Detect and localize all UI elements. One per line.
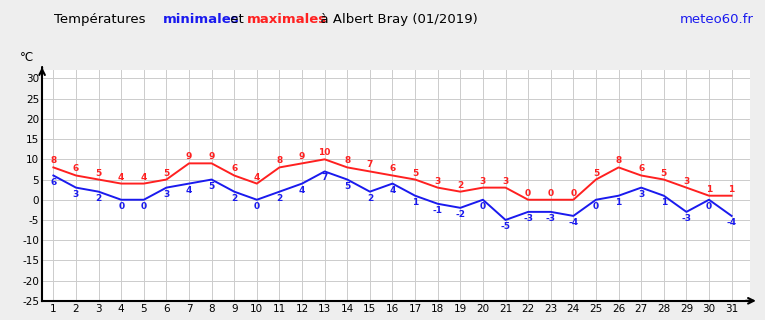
- Text: et: et: [226, 13, 248, 26]
- Text: 3: 3: [435, 177, 441, 186]
- Text: 6: 6: [50, 178, 57, 187]
- Text: 6: 6: [638, 164, 644, 173]
- Text: -5: -5: [500, 222, 510, 231]
- Text: 8: 8: [50, 156, 57, 165]
- Text: -1: -1: [433, 206, 443, 215]
- Text: 3: 3: [73, 190, 79, 199]
- Text: 0: 0: [480, 202, 486, 211]
- Text: -4: -4: [568, 218, 578, 227]
- Text: 4: 4: [118, 172, 125, 181]
- Text: 5: 5: [412, 169, 418, 178]
- Text: 7: 7: [366, 160, 373, 169]
- Text: 5: 5: [163, 169, 170, 178]
- Text: maximales: maximales: [247, 13, 327, 26]
- Text: 3: 3: [163, 190, 170, 199]
- Text: 10: 10: [318, 148, 330, 157]
- Text: 5: 5: [96, 169, 102, 178]
- Text: 7: 7: [321, 173, 328, 182]
- Text: -4: -4: [727, 218, 737, 227]
- Text: 9: 9: [208, 152, 215, 161]
- Text: 1: 1: [728, 185, 734, 194]
- Text: 5: 5: [209, 181, 215, 190]
- Text: -3: -3: [682, 214, 692, 223]
- Text: 5: 5: [593, 169, 599, 178]
- Text: 5: 5: [661, 169, 667, 178]
- Text: 0: 0: [525, 189, 531, 198]
- Text: à Albert Bray (01/2019): à Albert Bray (01/2019): [312, 13, 478, 26]
- Text: 2: 2: [96, 194, 102, 203]
- Text: 4: 4: [141, 172, 147, 181]
- Text: 0: 0: [570, 189, 576, 198]
- Text: 9: 9: [186, 152, 192, 161]
- Text: 3: 3: [683, 177, 689, 186]
- Text: 8: 8: [276, 156, 282, 165]
- Text: 0: 0: [593, 202, 599, 211]
- Text: 3: 3: [503, 177, 509, 186]
- Text: 0: 0: [548, 189, 554, 198]
- Text: 2: 2: [231, 194, 237, 203]
- Text: 2: 2: [457, 181, 464, 190]
- Text: meteo60.fr: meteo60.fr: [679, 13, 754, 26]
- Text: 2: 2: [366, 194, 373, 203]
- Text: 6: 6: [231, 164, 237, 173]
- Text: minimales: minimales: [163, 13, 239, 26]
- Text: 0: 0: [706, 202, 712, 211]
- Text: 4: 4: [254, 172, 260, 181]
- Text: -3: -3: [545, 214, 555, 223]
- Text: 8: 8: [616, 156, 622, 165]
- Text: 0: 0: [254, 202, 260, 211]
- Text: 6: 6: [73, 164, 79, 173]
- Text: 9: 9: [299, 152, 305, 161]
- Text: 5: 5: [344, 181, 350, 190]
- Text: 3: 3: [480, 177, 486, 186]
- Text: °C: °C: [19, 51, 34, 64]
- Text: 4: 4: [389, 186, 396, 195]
- Text: -2: -2: [455, 210, 465, 219]
- Text: 4: 4: [186, 186, 192, 195]
- Text: 0: 0: [141, 202, 147, 211]
- Text: 2: 2: [276, 194, 282, 203]
- Text: 8: 8: [344, 156, 350, 165]
- Text: 0: 0: [118, 202, 124, 211]
- Text: -3: -3: [523, 214, 533, 223]
- Text: 1: 1: [412, 198, 418, 207]
- Text: 6: 6: [389, 164, 396, 173]
- Text: 3: 3: [638, 190, 644, 199]
- Text: 4: 4: [299, 186, 305, 195]
- Text: Températures: Températures: [54, 13, 149, 26]
- Text: 1: 1: [706, 185, 712, 194]
- Text: 1: 1: [661, 198, 667, 207]
- Text: 1: 1: [616, 198, 622, 207]
